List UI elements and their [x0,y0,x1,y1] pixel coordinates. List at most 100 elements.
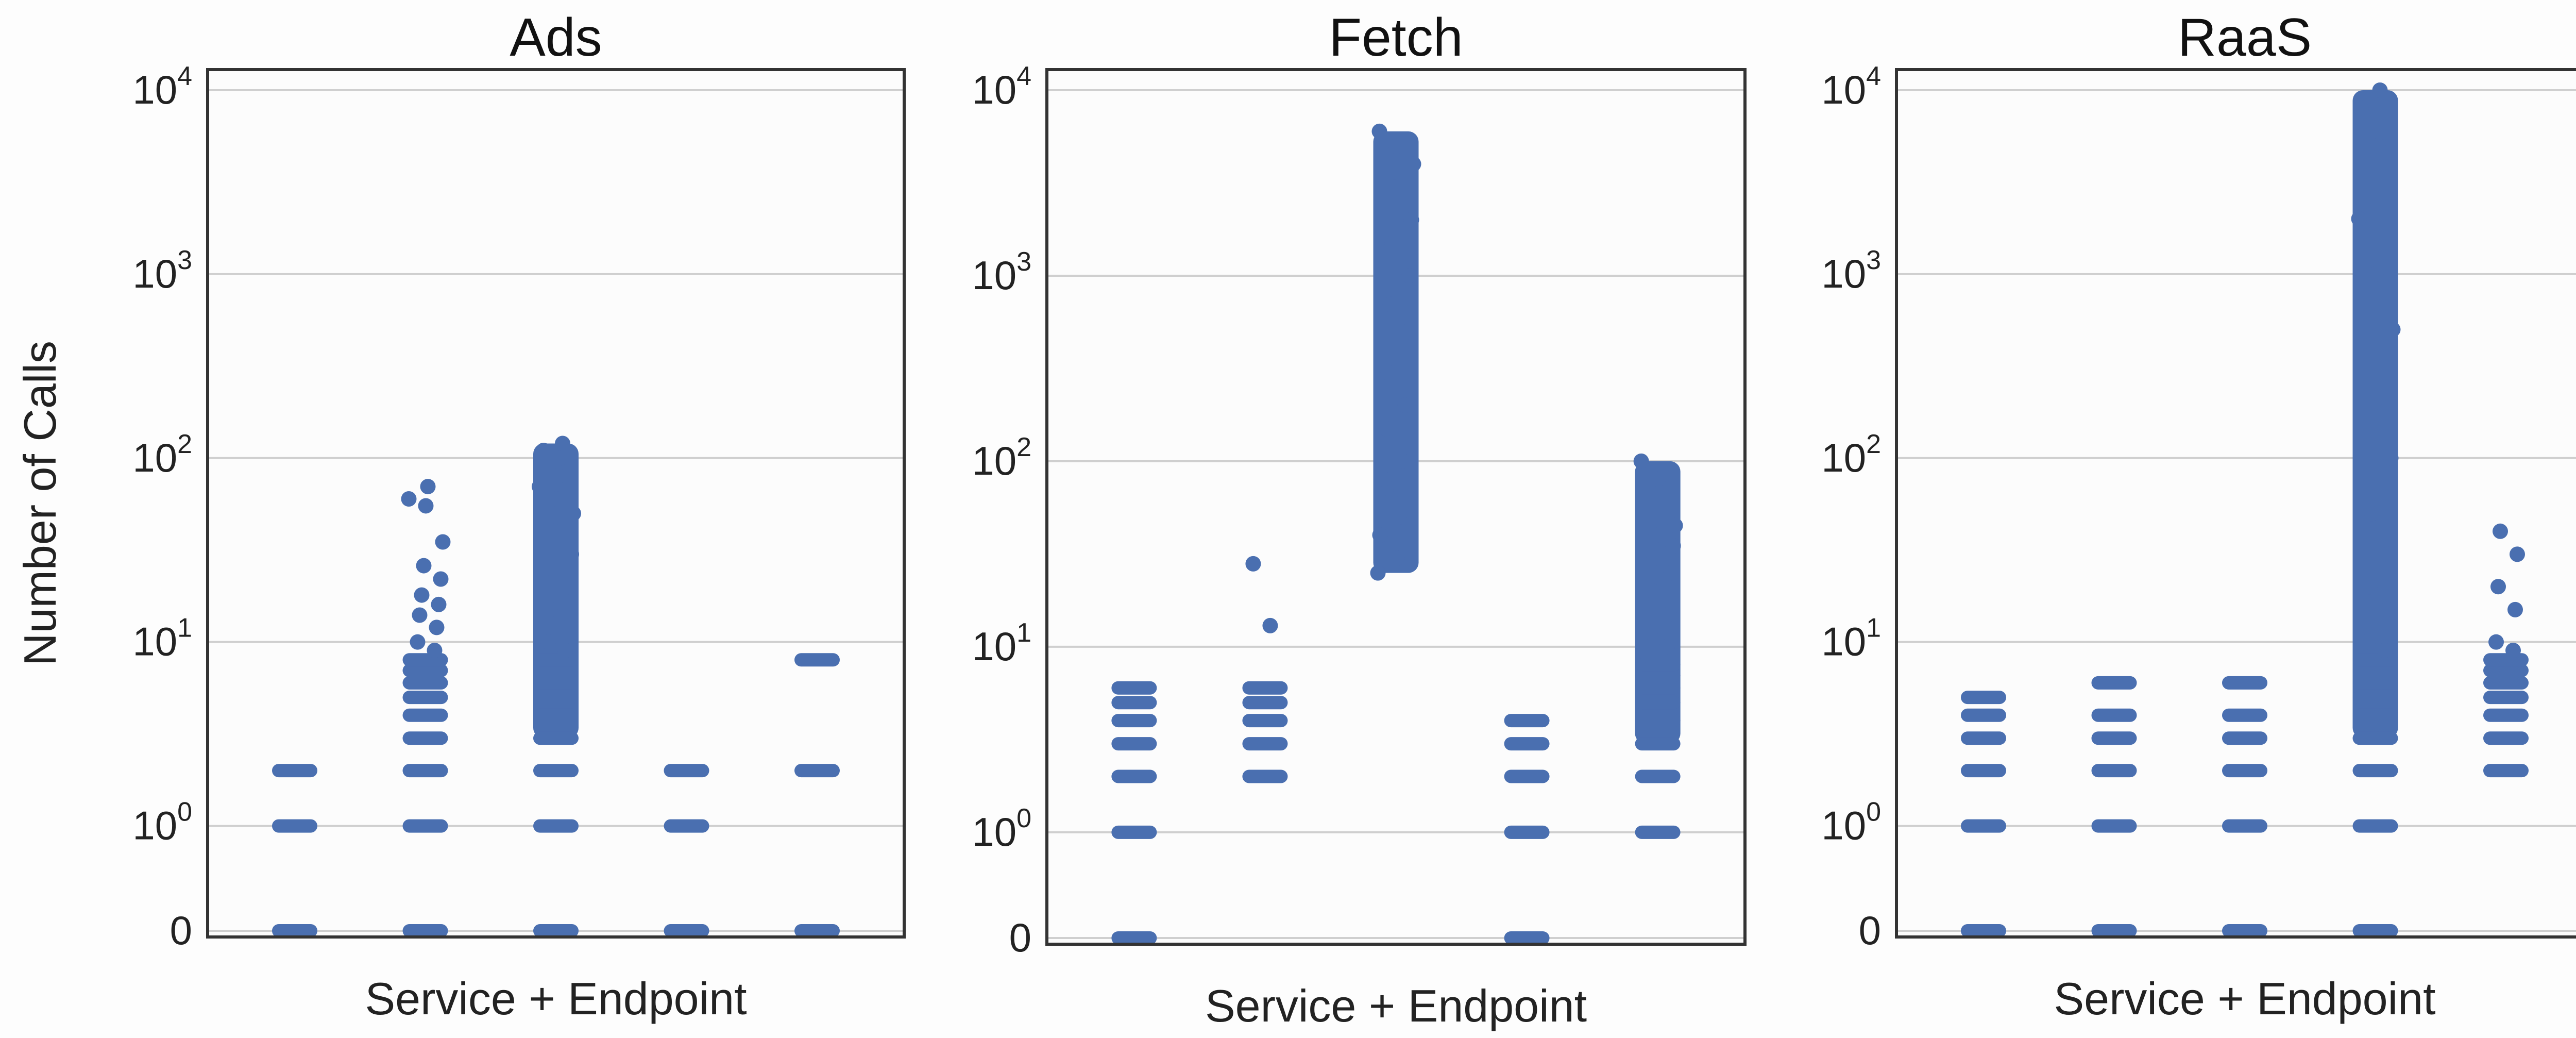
data-band [533,764,579,778]
data-band [2352,676,2398,690]
data-band [1961,819,2006,833]
data-band [794,653,840,667]
data-band [1961,731,2006,745]
data-band [533,676,579,690]
panel-title: Fetch [1329,8,1463,68]
data-point [418,498,434,514]
x-axis-label: Service + Endpoint [365,973,747,1024]
data-band [1111,714,1157,728]
data-point [1378,421,1394,437]
data-point [1389,550,1405,566]
data-point [1380,365,1396,381]
data-band [2352,708,2398,722]
data-point [420,479,436,495]
data-point [536,443,551,459]
data-point [549,491,564,507]
data-band [1111,825,1157,839]
data-band [1242,714,1288,728]
data-band [272,819,317,833]
data-band [402,708,448,722]
axes-frame [1045,68,1747,946]
y-tick-label: 101 [1821,613,1881,664]
panels: 0 100 101 102 103 104 Ads Service + Endpoint Num… [14,8,2576,1031]
data-point [412,607,428,623]
data-band [664,764,709,778]
data-band [664,924,709,937]
data-point [1650,471,1666,487]
data-band [2222,819,2267,833]
data-band [794,924,840,937]
data-point [1395,453,1411,469]
data-point [1663,565,1679,581]
data-band [2352,924,2398,937]
data-band [533,708,579,722]
data-band [272,764,317,778]
data-point [1388,138,1404,154]
data-band [2222,731,2267,745]
data-band [2091,708,2137,722]
data-band [1242,681,1288,695]
data-band [533,924,579,937]
data-point [1640,647,1656,663]
data-point [2370,138,2386,154]
data-point [2385,322,2401,338]
data-band [2483,708,2529,722]
data-band [2222,676,2267,690]
data-band [1111,681,1157,695]
data-band [1961,764,2006,778]
data-band [2091,819,2137,833]
data-point [1397,397,1413,413]
y-tick-label: 103 [1821,245,1881,296]
data-band [533,663,579,677]
data-point [2488,634,2504,650]
data-band [2222,924,2267,937]
data-band [1504,769,1550,783]
data-band [1635,681,1681,695]
data-band [1635,658,1681,672]
data-point [416,558,432,574]
panel-3: 0 100 101 102 103 104 RaaS Service + Endpoint [1821,8,2576,1024]
data-point [2353,100,2369,116]
data-band [402,764,448,778]
data-band [1242,737,1288,751]
data-band [2352,663,2398,677]
data-band [533,653,579,667]
y-tick-label: 102 [1821,429,1881,480]
data-point [2490,579,2506,595]
data-point [566,506,581,522]
y-tick-label: 0 [1009,915,1031,960]
y-tick-label: 100 [972,803,1031,855]
y-tick-label: 102 [972,432,1031,483]
data-point [410,634,426,650]
data-band [533,691,579,705]
data-point [401,491,417,507]
data-band [1635,714,1681,728]
data-band [1961,691,2006,705]
data-band [1635,737,1681,751]
data-point [1386,179,1402,195]
data-band [2483,663,2529,677]
data-point [2377,643,2393,659]
data-point [2510,546,2525,562]
data-point [1382,296,1398,312]
y-tick-label: 104 [1821,61,1881,112]
data-point [1642,624,1658,640]
data-point [1376,471,1392,487]
data-band [2091,731,2137,745]
data-band [1961,708,2006,722]
y-tick-label: 100 [132,797,192,848]
data-band [2352,691,2398,705]
data-point [534,459,549,475]
data-point [1405,156,1421,172]
data-band [402,691,448,705]
data-band [1111,931,1157,945]
data-band [1635,696,1681,710]
data-band [1635,769,1681,783]
data-point [543,601,558,617]
data-point [547,523,562,539]
data-point [2493,523,2508,539]
data-point [560,620,575,635]
data-band [2352,731,2398,745]
axes-frame [1895,68,2576,939]
data-band [1242,769,1288,783]
